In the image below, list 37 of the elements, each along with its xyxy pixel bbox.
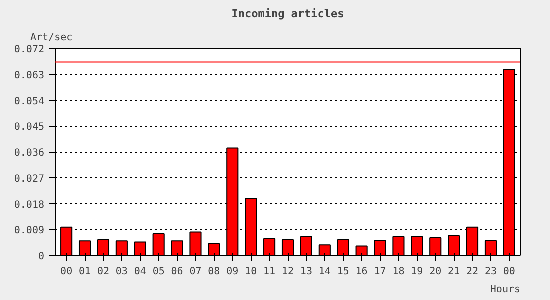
x-tick-label: 09 bbox=[226, 266, 239, 278]
x-tick-label: 20 bbox=[430, 266, 442, 278]
x-tick-label: 22 bbox=[466, 266, 479, 278]
x-tick-label: 08 bbox=[208, 266, 220, 278]
x-tick-label: 04 bbox=[134, 266, 146, 278]
x-tick-label: 17 bbox=[374, 266, 386, 278]
x-tick-label: 00 bbox=[503, 266, 516, 278]
x-tick-label: 10 bbox=[245, 266, 258, 278]
x-tick-label: 05 bbox=[152, 266, 165, 278]
x-tick-label: 01 bbox=[79, 266, 92, 278]
y-tick-label: 0.063 bbox=[14, 70, 45, 82]
x-tick-label: 21 bbox=[448, 266, 460, 278]
x-tick-label: 06 bbox=[171, 266, 184, 278]
y-axis-title: Art/sec bbox=[30, 32, 73, 44]
x-tick-label: 15 bbox=[337, 266, 350, 278]
x-tick-label: 23 bbox=[484, 266, 498, 278]
y-tick-label: 0.027 bbox=[14, 174, 45, 185]
y-tick-label: 0.009 bbox=[14, 226, 45, 237]
x-tick-label: 19 bbox=[411, 266, 424, 278]
y-tick-label: 0.045 bbox=[14, 122, 45, 134]
y-tick-label: 0.018 bbox=[14, 200, 45, 211]
x-tick-label: 11 bbox=[264, 266, 276, 278]
y-tick-label: 0 bbox=[38, 252, 45, 262]
x-tick-label: 00 bbox=[60, 266, 73, 278]
x-tick-label: 07 bbox=[190, 266, 202, 278]
x-tick-label: 14 bbox=[318, 266, 331, 278]
x-tick-label: 16 bbox=[356, 266, 368, 278]
x-tick-label: 18 bbox=[392, 266, 405, 278]
x-tick-label: 12 bbox=[282, 266, 294, 278]
chart-title: Incoming articles bbox=[232, 8, 344, 20]
y-tick-label: 0.036 bbox=[14, 148, 45, 159]
y-tick-label: 0.054 bbox=[14, 96, 45, 108]
x-axis-title: Hours bbox=[490, 284, 521, 296]
y-tick-label: 0.072 bbox=[14, 44, 45, 56]
x-tick-label: 02 bbox=[97, 266, 110, 278]
x-tick-label: 13 bbox=[300, 266, 312, 278]
x-tick-label: 03 bbox=[116, 266, 128, 278]
